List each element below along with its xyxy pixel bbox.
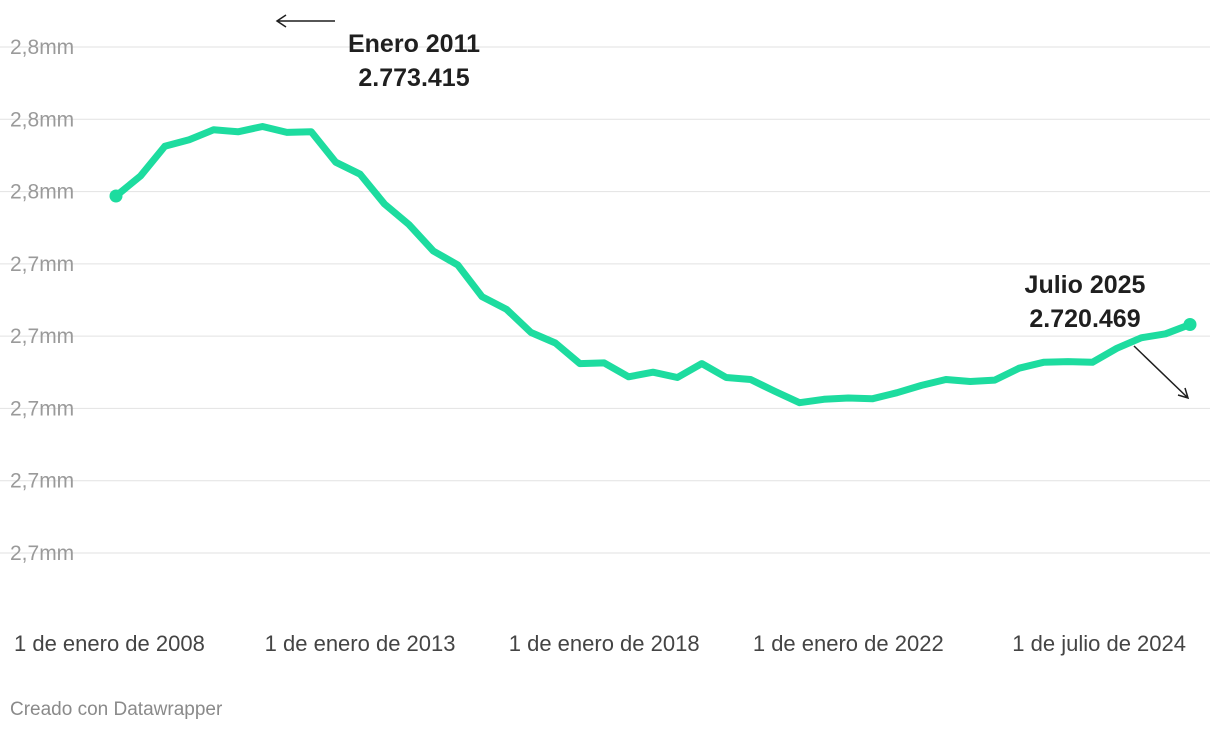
peak-annotation-arrow [275, 14, 335, 28]
annotations: Enero 2011 2.773.415 Julio 2025 2.720.46… [275, 14, 1190, 400]
peak-annotation-value: 2.773.415 [358, 64, 469, 92]
y-tick-label: 2,8mm [10, 108, 74, 131]
x-tick-label: 1 de enero de 2013 [265, 631, 456, 656]
y-tick-label: 2,8mm [10, 181, 74, 204]
y-tick-label: 2,7mm [10, 397, 74, 420]
latest-annotation-value: 2.720.469 [1029, 305, 1140, 333]
x-tick-label: 1 de enero de 2022 [753, 631, 944, 656]
y-tick-label: 2,7mm [10, 325, 74, 348]
start-point-marker [109, 189, 123, 203]
end-point-marker [1183, 318, 1197, 332]
latest-annotation-label: Julio 2025 [1025, 271, 1146, 299]
x-tick-label: 1 de enero de 2018 [509, 631, 700, 656]
x-axis-ticks: 1 de enero de 2008 1 de enero de 2013 1 de… [14, 631, 1186, 656]
line-chart: 2,8mm 2,8mm 2,8mm 2,7mm 2,7mm 2,7mm 2,7mm 2,7mm… [0, 14, 1210, 656]
x-tick-label: 1 de enero de 2008 [14, 631, 205, 656]
footer-credit: Creado con Datawrapper [10, 699, 223, 720]
y-tick-label: 2,7mm [10, 253, 74, 276]
y-tick-label: 2,8mm [10, 36, 74, 59]
x-tick-label: 1 de julio de 2024 [1012, 631, 1186, 656]
y-tick-label: 2,7mm [10, 470, 74, 493]
series-layer [109, 123, 1197, 407]
y-axis-ticks: 2,8mm 2,8mm 2,8mm 2,7mm 2,7mm 2,7mm 2,7mm 2,7mm [10, 36, 74, 565]
latest-annotation-arrow [1133, 345, 1190, 400]
series-line [112, 123, 1194, 407]
y-tick-label: 2,7mm [10, 542, 74, 565]
peak-annotation-label: Enero 2011 [348, 30, 480, 58]
grid-lines [0, 46, 1210, 554]
